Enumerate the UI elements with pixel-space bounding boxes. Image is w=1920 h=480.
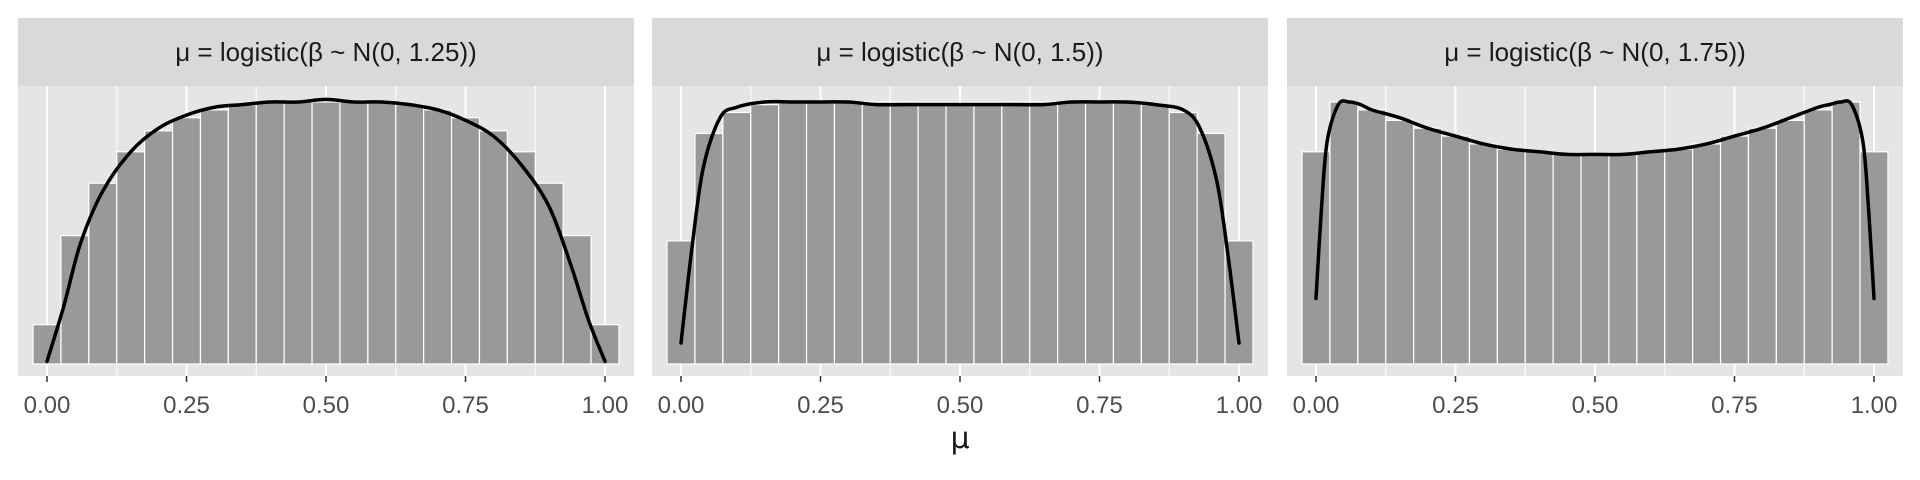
panel-3: μ = logistic(β ~ N(0, 1.75)) 0.00 0.25 0.50… [1287,18,1903,419]
x-tick-label: 0.25 [1432,392,1479,419]
facet-strip-title: μ = logistic(β ~ N(0, 1.75)) [1444,37,1746,67]
histogram-bar [367,101,397,365]
histogram-bar [1664,148,1694,365]
x-tick-label: 0.00 [1293,392,1340,419]
histogram-bar [1747,127,1777,365]
histogram-bar [778,101,808,365]
histogram-bar [1719,135,1750,365]
histogram-bar [144,130,174,365]
histogram-bar [945,104,975,365]
x-tick-label: 0.50 [303,392,350,419]
histogram-bar [450,117,481,365]
x-tick-label: 1.00 [582,392,629,419]
x-axis-title: μ [950,421,969,456]
x-tick-label: 0.75 [1711,392,1758,419]
histogram-bar [833,101,863,365]
histogram-bar [1329,101,1359,365]
histogram-bar [861,101,891,365]
x-tick-label: 0.00 [658,392,705,419]
histogram-bar [227,104,257,365]
histogram-bar [1608,153,1638,365]
histogram-bar [1580,153,1610,365]
x-tick-label: 0.25 [797,392,844,419]
histogram-bar [1029,101,1059,365]
panel-2: μ = logistic(β ~ N(0, 1.5)) 0.00 0.25 0.50 0… [652,18,1268,419]
density-curve [679,99,1241,345]
histogram-bar [889,101,919,365]
histogram-bar [1552,153,1582,365]
x-tick-label: 0.00 [24,392,71,419]
x-tick-label: 1.00 [1216,392,1263,419]
density-curve [45,97,607,364]
histogram-bar [199,109,229,365]
histogram-bar [1140,104,1170,365]
histogram-bar [1084,101,1115,365]
histogram-bar [283,101,313,365]
x-tick-label: 0.25 [163,392,210,419]
histogram-bar [1803,109,1833,365]
panel-1: μ = logistic(β ~ N(0, 1.25)) 0.00 0.25 0.50… [18,18,634,419]
histogram-bar [1301,151,1331,365]
x-tick-label: 0.75 [442,392,489,419]
histogram-bar [1496,148,1526,365]
x-tick-label: 0.50 [937,392,984,419]
histogram-bar [339,101,369,365]
x-tick-label: 1.00 [1851,392,1898,419]
histogram-bar [311,101,341,365]
histogram-bar [1112,101,1142,365]
histogram-bar [1001,101,1031,365]
histogram-bar [722,111,752,365]
histogram-bar [534,182,564,365]
histogram-bar [1468,143,1498,365]
histogram-bar [506,151,536,365]
histogram-bar [1413,127,1443,365]
histogram-bar [1440,135,1471,365]
histogram-bar [694,132,724,365]
density-curve [1314,99,1876,301]
histogram-bar [423,109,453,365]
histogram-bar [171,117,202,365]
facet-strip [18,18,634,86]
histogram-bar [1357,109,1387,365]
facet-strip [1287,18,1903,86]
histogram-bar [1196,132,1226,365]
histogram-bar [1168,111,1198,365]
x-tick-label: 0.75 [1076,392,1123,419]
histogram-bar [116,151,146,365]
histogram-bar [1636,151,1666,365]
histogram-bar [805,101,836,365]
histogram-bar [255,101,285,365]
histogram-bar [1831,101,1861,365]
histogram-bar [590,324,620,365]
facet-strip [652,18,1268,86]
histogram-bar [1057,101,1087,365]
histogram-bar [1385,119,1415,365]
x-tick-label: 0.50 [1572,392,1619,419]
histogram-bar [1524,151,1554,365]
histogram-bar [750,104,780,365]
histogram-bar [1692,143,1722,365]
histogram-bar [395,104,425,365]
facet-strip-title: μ = logistic(β ~ N(0, 1.5)) [816,37,1103,67]
histogram-bar [1859,151,1889,365]
histogram-bar [1775,119,1805,365]
histogram-bar [478,130,508,365]
facet-strip-title: μ = logistic(β ~ N(0, 1.25)) [175,37,477,67]
histogram-bar [917,104,947,365]
histogram-bar [973,104,1003,365]
